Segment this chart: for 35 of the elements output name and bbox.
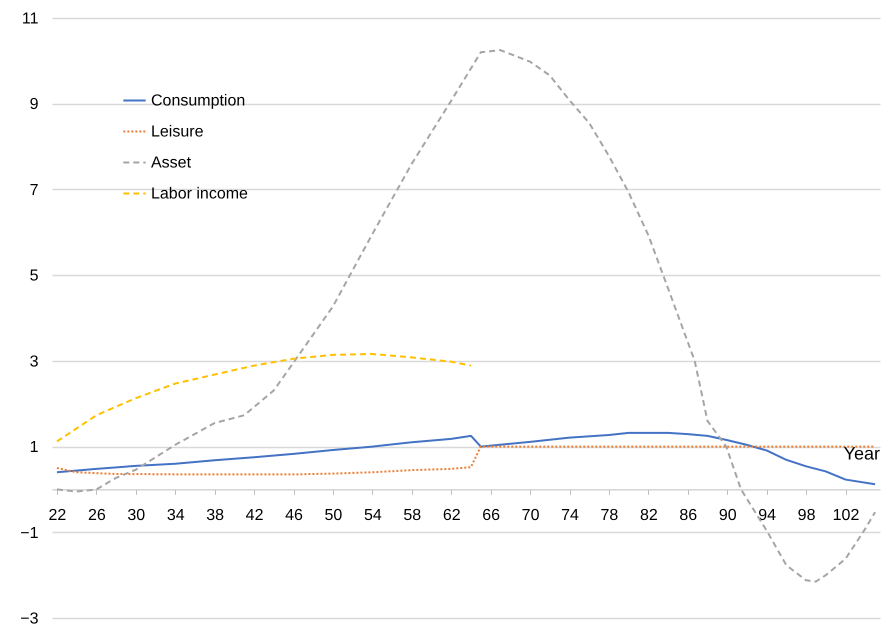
x-tick-label: 86	[679, 506, 698, 524]
x-tick-label: 42	[246, 506, 264, 524]
x-tick-label: 90	[718, 506, 737, 524]
x-tick-label: 30	[127, 506, 146, 524]
x-tick-label: 82	[640, 506, 658, 524]
x-tick-label: 94	[758, 506, 776, 524]
legend-label: Asset	[151, 154, 192, 172]
legend-label: Consumption	[151, 92, 246, 110]
x-tick-label: 22	[48, 506, 66, 524]
y-tick-label: 11	[22, 10, 39, 28]
y-tick-label: −3	[20, 610, 39, 628]
x-tick-label: 34	[166, 506, 185, 524]
x-tick-label: 26	[88, 506, 106, 524]
legend-label: Leisure	[151, 124, 204, 140]
x-tick-label: 54	[364, 506, 382, 524]
y-tick-label: 3	[30, 353, 39, 370]
x-tick-label: 74	[561, 506, 579, 524]
y-tick-label: 7	[30, 182, 39, 199]
x-tick-label: 46	[285, 506, 303, 524]
x-tick-label: 78	[600, 506, 618, 524]
x-tick-label: 50	[324, 506, 342, 524]
line-series	[56, 353, 472, 442]
y-tick-label: 9	[30, 96, 39, 114]
x-tick-label: 98	[798, 506, 816, 524]
x-axis-title: Year	[844, 443, 880, 464]
x-tick-label: 62	[442, 506, 461, 524]
x-tick-label: 102	[832, 506, 860, 524]
y-tick-label: −1	[20, 524, 39, 542]
x-tick-label: 38	[206, 506, 224, 524]
x-tick-label: 66	[482, 506, 500, 524]
y-tick-label: 1	[30, 439, 39, 456]
x-tick-label: 58	[403, 506, 422, 524]
legend-label: Labor income	[151, 186, 248, 202]
x-tick-label: 70	[522, 506, 540, 524]
y-tick-label: 5	[30, 268, 39, 285]
